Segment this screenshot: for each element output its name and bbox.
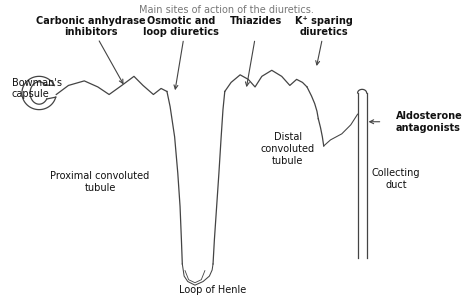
Text: Thiazides: Thiazides xyxy=(230,16,282,26)
Text: Proximal convoluted
tubule: Proximal convoluted tubule xyxy=(50,171,150,193)
Text: Osmotic and
loop diuretics: Osmotic and loop diuretics xyxy=(144,16,219,37)
Text: Carbonic anhydrase
inhibitors: Carbonic anhydrase inhibitors xyxy=(36,16,146,37)
Text: Bowman's
capsule: Bowman's capsule xyxy=(12,78,62,99)
Text: Loop of Henle: Loop of Henle xyxy=(179,285,246,295)
Text: Collecting
duct: Collecting duct xyxy=(372,168,420,190)
Text: Distal
convoluted
tubule: Distal convoluted tubule xyxy=(261,132,315,166)
Text: K⁺ sparing
diuretics: K⁺ sparing diuretics xyxy=(295,16,353,37)
Text: Main sites of action of the diuretics.: Main sites of action of the diuretics. xyxy=(139,5,314,15)
Text: Aldosterone
antagonists: Aldosterone antagonists xyxy=(396,111,463,133)
